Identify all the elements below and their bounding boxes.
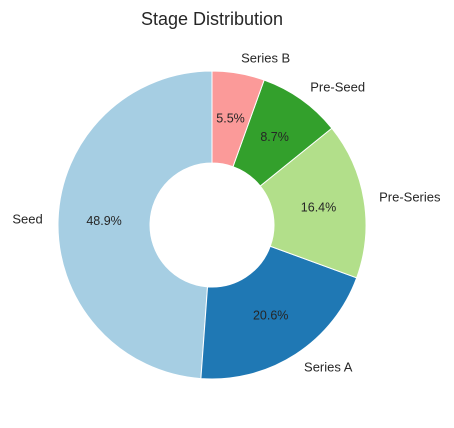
slice-percent-pre-seed: 8.7% <box>260 130 289 144</box>
slice-percent-seed: 48.9% <box>86 214 121 228</box>
slice-series-a <box>200 245 358 380</box>
slice-label-pre-series: Pre-Series <box>379 190 441 205</box>
slice-percent-pre-series: 16.4% <box>301 200 336 214</box>
slice-percent-series-a: 20.6% <box>253 309 288 323</box>
slice-label-seed: Seed <box>12 211 42 226</box>
slices-group <box>57 70 367 380</box>
slice-seed <box>57 70 213 380</box>
chart-title: Stage Distribution <box>141 9 283 29</box>
slice-percent-series-b: 5.5% <box>216 112 245 126</box>
slice-pre-series <box>259 127 367 279</box>
slice-series-b <box>211 70 265 168</box>
slice-label-series-a: Series A <box>304 360 353 375</box>
slice-label-pre-seed: Pre-Seed <box>310 79 365 94</box>
slice-label-series-b: Series B <box>241 51 290 66</box>
labels-group: Seed 48.9% Series A 20.6% Pre-Series 16.4% Pre… <box>12 51 441 375</box>
